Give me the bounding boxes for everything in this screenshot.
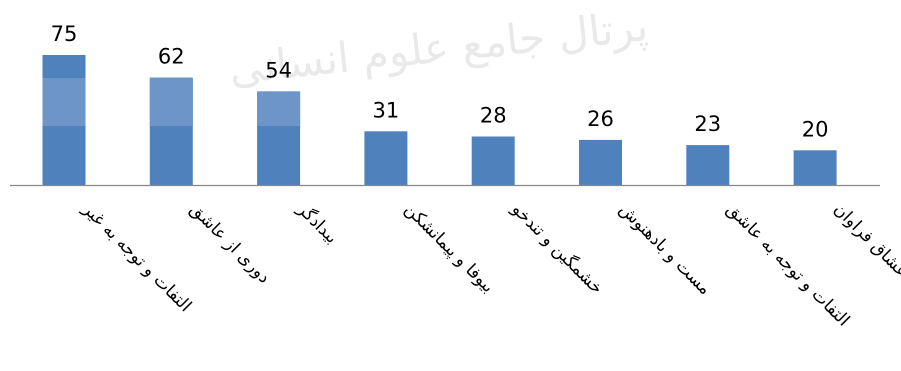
category-label-6: مست و بادهنوش xyxy=(615,199,715,299)
value-label-7: 23 xyxy=(694,112,721,136)
bar-2-highlight xyxy=(149,78,193,126)
bar-6 xyxy=(579,139,622,185)
bar-4 xyxy=(364,131,408,185)
category-label-4: بیوفا و پیمانشکن xyxy=(400,199,498,297)
bar-3-highlight xyxy=(257,91,301,126)
value-label-4: 31 xyxy=(373,98,400,122)
bar-8 xyxy=(793,150,837,185)
value-label-1: 75 xyxy=(51,22,78,46)
category-label-2: دوری از عاشق xyxy=(186,199,274,287)
value-label-8: 20 xyxy=(802,117,829,141)
value-label-5: 28 xyxy=(480,104,507,128)
category-label-5: خشمگین و تندخو xyxy=(507,198,607,298)
category-label-8: عشاق فراوان xyxy=(830,199,901,282)
category-label-1: التفات و توجه به غیر xyxy=(78,199,195,316)
bar-5 xyxy=(471,136,515,185)
bar-7 xyxy=(686,145,730,185)
value-label-2: 62 xyxy=(158,45,185,69)
value-label-3: 54 xyxy=(265,58,292,82)
bar-1-highlight xyxy=(42,78,86,126)
category-label-3: بیدادگر xyxy=(292,198,342,248)
bars-layer xyxy=(42,55,837,185)
value-labels-layer: 75 62 54 31 28 26 23 20 xyxy=(51,22,829,141)
value-label-6: 26 xyxy=(587,107,614,131)
category-label-7: التفات و توجه به عاشق xyxy=(722,199,853,330)
